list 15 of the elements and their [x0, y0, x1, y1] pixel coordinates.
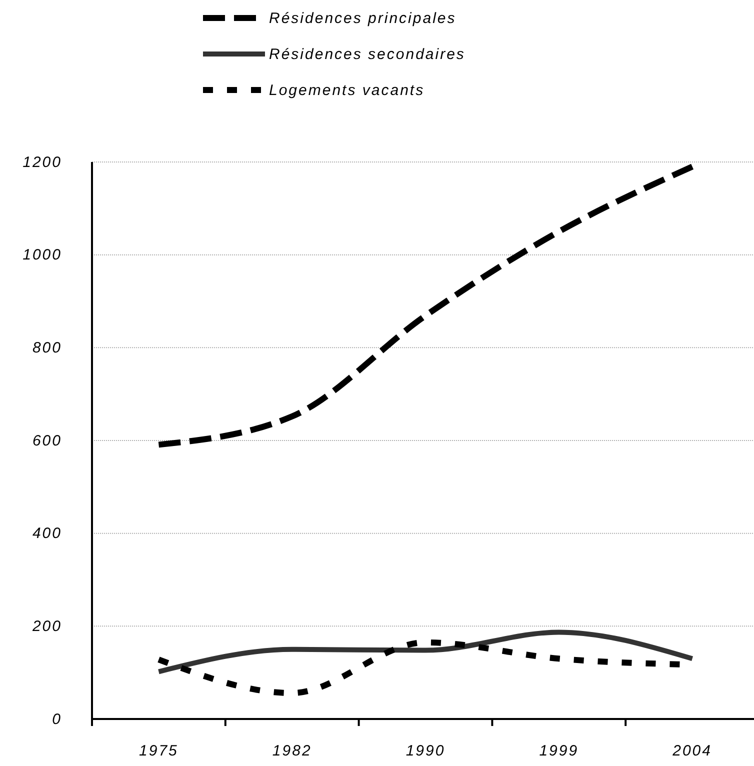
x-tick-label: 2004 — [672, 742, 712, 760]
y-tick-label: 600 — [32, 432, 62, 450]
y-tick-label: 400 — [32, 525, 62, 542]
y-tick-label: 1000 — [22, 246, 62, 264]
x-tick-label: 1982 — [272, 742, 312, 760]
y-tick-label: 1200 — [22, 154, 62, 171]
x-tick-label: 1990 — [406, 742, 446, 760]
y-tick-label: 200 — [31, 618, 62, 635]
legend-label: Résidences secondaires — [269, 46, 466, 63]
y-tick-label: 800 — [32, 339, 62, 356]
legend-label: Résidences principales — [269, 10, 456, 27]
legend-label: Logements vacants — [269, 82, 425, 99]
y-tick-label: 0 — [52, 710, 62, 728]
x-tick-label: 1999 — [539, 742, 579, 760]
x-tick-label: 1975 — [139, 742, 178, 760]
